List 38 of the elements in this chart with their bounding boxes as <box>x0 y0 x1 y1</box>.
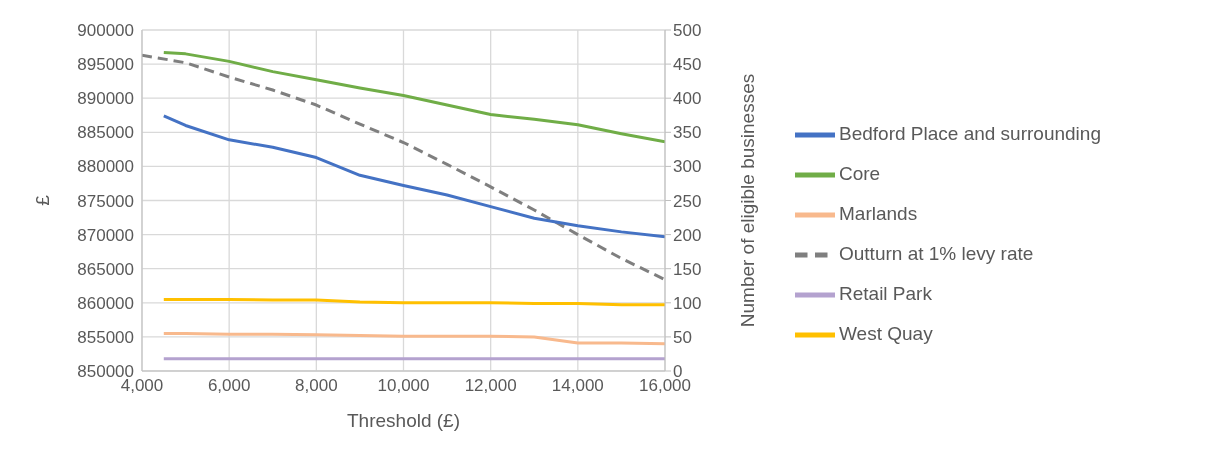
legend-label: Outturn at 1% levy rate <box>839 242 1034 264</box>
y-tick-label: 860000 <box>77 293 134 313</box>
y2-tick-label: 250 <box>673 191 702 211</box>
y2-tick-label: 450 <box>673 55 702 75</box>
legend-label: Marlands <box>839 202 918 224</box>
legend-label: Bedford Place and surrounding <box>839 122 1101 144</box>
legend-label: Core <box>839 162 881 184</box>
line-series <box>142 53 665 282</box>
line-series <box>162 114 665 239</box>
line-series <box>162 51 665 144</box>
y-tick-label: 875000 <box>77 191 134 211</box>
y-tick-label: 895000 <box>77 55 134 75</box>
legend-label: Retail Park <box>839 282 932 304</box>
x-axis-title: Threshold (£) <box>347 410 460 431</box>
y2-tick-label: 150 <box>673 259 702 279</box>
x-tick-label: 8,000 <box>295 376 338 396</box>
y-tick-label: 900000 <box>77 21 134 41</box>
y-tick-label: 880000 <box>77 157 134 177</box>
y-tick-label: 885000 <box>77 123 134 143</box>
y2-tick-label: 400 <box>673 89 702 109</box>
y2-tick-label: 300 <box>673 157 702 177</box>
y2-tick-label: 50 <box>673 327 692 347</box>
x-tick-label: 14,000 <box>551 376 604 396</box>
y2-axis-title: Number of eligible businesses <box>736 73 758 328</box>
x-tick-label: 6,000 <box>207 376 251 396</box>
y2-tick-label: 350 <box>673 123 702 143</box>
x-tick-label: 10,000 <box>377 376 430 396</box>
y2-tick-label: 200 <box>673 225 702 245</box>
legend-label: West Quay <box>839 322 933 344</box>
x-tick-label: 12,000 <box>464 376 517 396</box>
y-tick-label: 890000 <box>77 89 134 109</box>
y-tick-label: 855000 <box>77 327 134 347</box>
y2-tick-label: 500 <box>673 21 702 41</box>
line-series <box>162 331 665 346</box>
y-tick-label: 865000 <box>77 259 134 279</box>
y2-tick-label: 100 <box>673 293 702 313</box>
y-axis-title: £ <box>31 194 53 206</box>
y-tick-label: 870000 <box>77 225 134 245</box>
